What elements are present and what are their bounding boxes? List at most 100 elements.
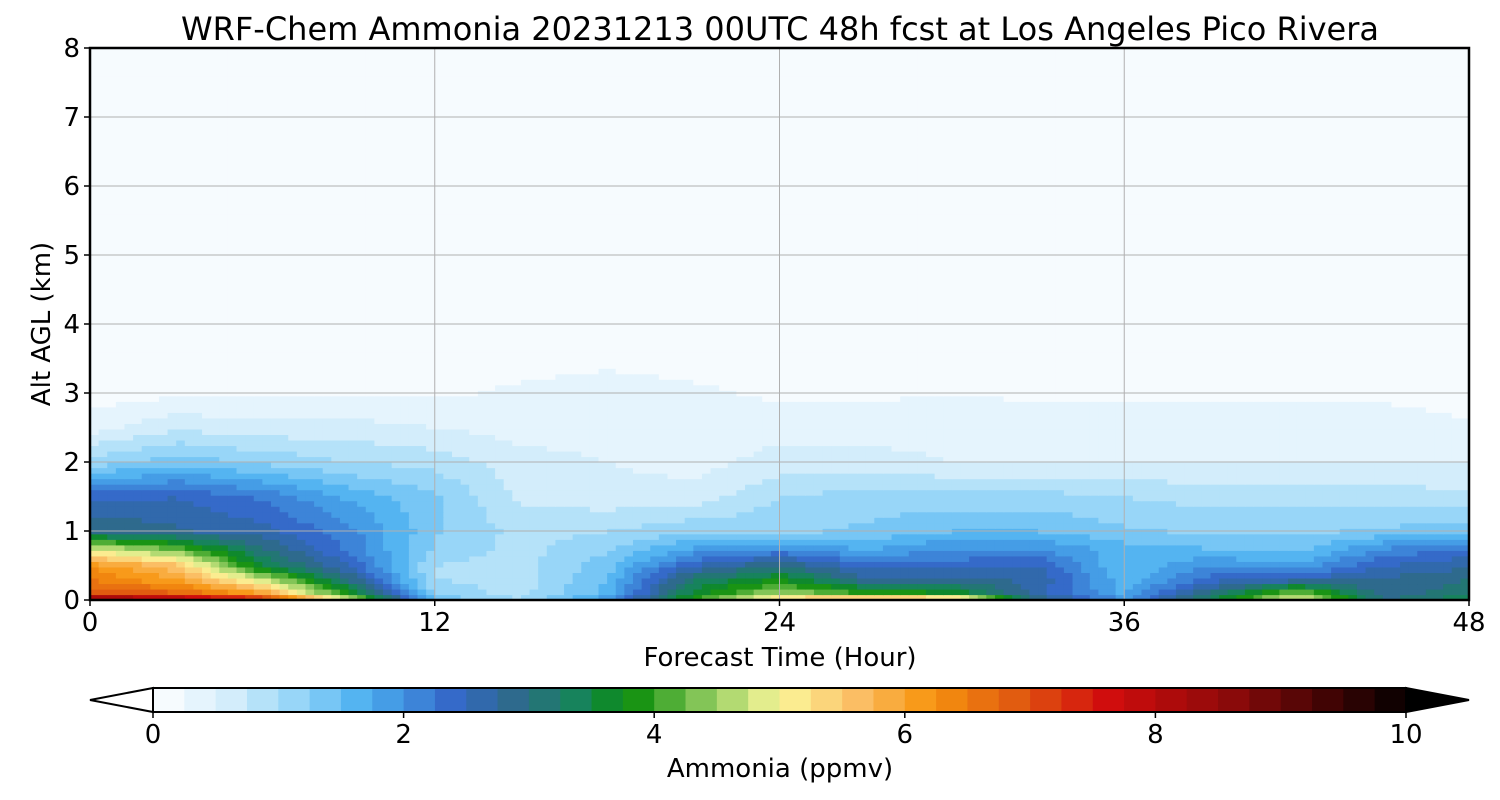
- heatmap-cell: [719, 511, 729, 518]
- heatmap-cell: [900, 506, 910, 513]
- heatmap-cell: [779, 522, 789, 529]
- heatmap-cell: [331, 473, 341, 480]
- heatmap-cell: [1210, 583, 1220, 590]
- heatmap-cell: [926, 583, 936, 590]
- heatmap-cell: [1322, 445, 1332, 452]
- heatmap-cell: [1434, 544, 1444, 551]
- heatmap-cell: [202, 489, 212, 496]
- heatmap-cell: [934, 428, 944, 435]
- heatmap-cell: [270, 473, 281, 480]
- heatmap-cell: [727, 467, 738, 474]
- heatmap-cell: [210, 467, 220, 474]
- heatmap-cell: [805, 533, 815, 540]
- heatmap-cell: [253, 423, 263, 430]
- heatmap-cell: [1046, 456, 1056, 463]
- heatmap-cell: [1167, 473, 1177, 480]
- heatmap-cell: [1296, 467, 1306, 474]
- heatmap-cell: [434, 495, 444, 502]
- heatmap-cell: [813, 456, 824, 463]
- heatmap-cell: [193, 473, 203, 480]
- heatmap-cell: [512, 533, 522, 540]
- heatmap-cell: [1236, 445, 1246, 452]
- heatmap-cell: [1193, 434, 1203, 441]
- heatmap-cell: [1141, 506, 1151, 513]
- heatmap-cell: [357, 544, 367, 551]
- heatmap-cell: [495, 439, 505, 447]
- heatmap-cell: [641, 500, 651, 507]
- heatmap-cell: [1003, 594, 1013, 600]
- heatmap-cell: [1425, 473, 1436, 480]
- heatmap-cell: [288, 423, 298, 430]
- heatmap-cell: [865, 550, 875, 557]
- heatmap-cell: [882, 577, 893, 585]
- heatmap-cell: [184, 583, 195, 590]
- heatmap-cell: [288, 439, 298, 447]
- heatmap-cell: [1201, 566, 1212, 573]
- heatmap-cell: [857, 566, 867, 573]
- heatmap-cell: [1270, 478, 1280, 485]
- heatmap-cell: [90, 583, 100, 590]
- heatmap-cell: [1115, 588, 1125, 596]
- heatmap-cell: [624, 533, 634, 540]
- heatmap-cell: [245, 456, 255, 463]
- heatmap-cell: [917, 450, 927, 458]
- heatmap-cell: [1460, 434, 1469, 441]
- heatmap-cell: [822, 539, 832, 546]
- heatmap-cell: [1098, 511, 1108, 518]
- heatmap-cell: [667, 533, 677, 540]
- heatmap-cell: [658, 511, 669, 518]
- heatmap-cell: [495, 539, 505, 546]
- heatmap-cell: [210, 511, 220, 518]
- heatmap-cell: [1201, 588, 1212, 596]
- heatmap-cell: [1150, 550, 1160, 557]
- heatmap-cell: [572, 577, 582, 585]
- heatmap-cell: [805, 450, 815, 458]
- heatmap-cell: [581, 533, 591, 540]
- heatmap-cell: [650, 588, 660, 596]
- heatmap-cell: [141, 544, 151, 551]
- heatmap-cell: [236, 450, 246, 458]
- heatmap-cell: [641, 439, 651, 447]
- heatmap-cell: [219, 434, 229, 441]
- heatmap-cell: [770, 511, 781, 518]
- heatmap-cell: [1003, 544, 1013, 551]
- heatmap-cell: [1296, 517, 1306, 524]
- heatmap-cell: [1270, 450, 1280, 458]
- heatmap-cell: [1296, 544, 1306, 551]
- heatmap-cell: [1150, 495, 1160, 502]
- heatmap-cell: [564, 473, 574, 480]
- heatmap-cell: [1443, 522, 1453, 529]
- heatmap-cell: [288, 588, 298, 596]
- heatmap-cell: [1003, 588, 1013, 596]
- heatmap-cell: [1313, 544, 1324, 551]
- heatmap-cell: [779, 533, 789, 540]
- heatmap-cell: [124, 489, 134, 496]
- heatmap-cell: [969, 506, 979, 513]
- heatmap-cell: [1400, 500, 1410, 507]
- heatmap-cell: [762, 522, 772, 529]
- heatmap-cell: [1400, 522, 1410, 529]
- heatmap-cell: [408, 500, 419, 507]
- heatmap-cell: [926, 484, 936, 491]
- heatmap-cell: [589, 456, 600, 463]
- heatmap-cell: [1374, 583, 1384, 590]
- heatmap-cell: [1124, 594, 1134, 600]
- heatmap-cell: [805, 439, 815, 447]
- heatmap-cell: [1270, 489, 1280, 496]
- heatmap-cell: [469, 439, 479, 447]
- heatmap-cell: [598, 456, 608, 463]
- heatmap-cell: [288, 577, 298, 585]
- heatmap-cell: [538, 478, 548, 485]
- heatmap-cell: [900, 500, 910, 507]
- heatmap-cell: [1400, 550, 1410, 557]
- heatmap-cell: [770, 462, 781, 469]
- heatmap-cell: [727, 450, 738, 458]
- heatmap-cell: [831, 439, 841, 447]
- heatmap-cell: [365, 517, 376, 524]
- heatmap-cell: [1184, 583, 1194, 590]
- heatmap-cell: [167, 434, 177, 441]
- heatmap-cell: [219, 583, 229, 590]
- heatmap-cell: [1020, 588, 1031, 596]
- heatmap-cell: [857, 445, 867, 452]
- heatmap-cell: [701, 572, 712, 579]
